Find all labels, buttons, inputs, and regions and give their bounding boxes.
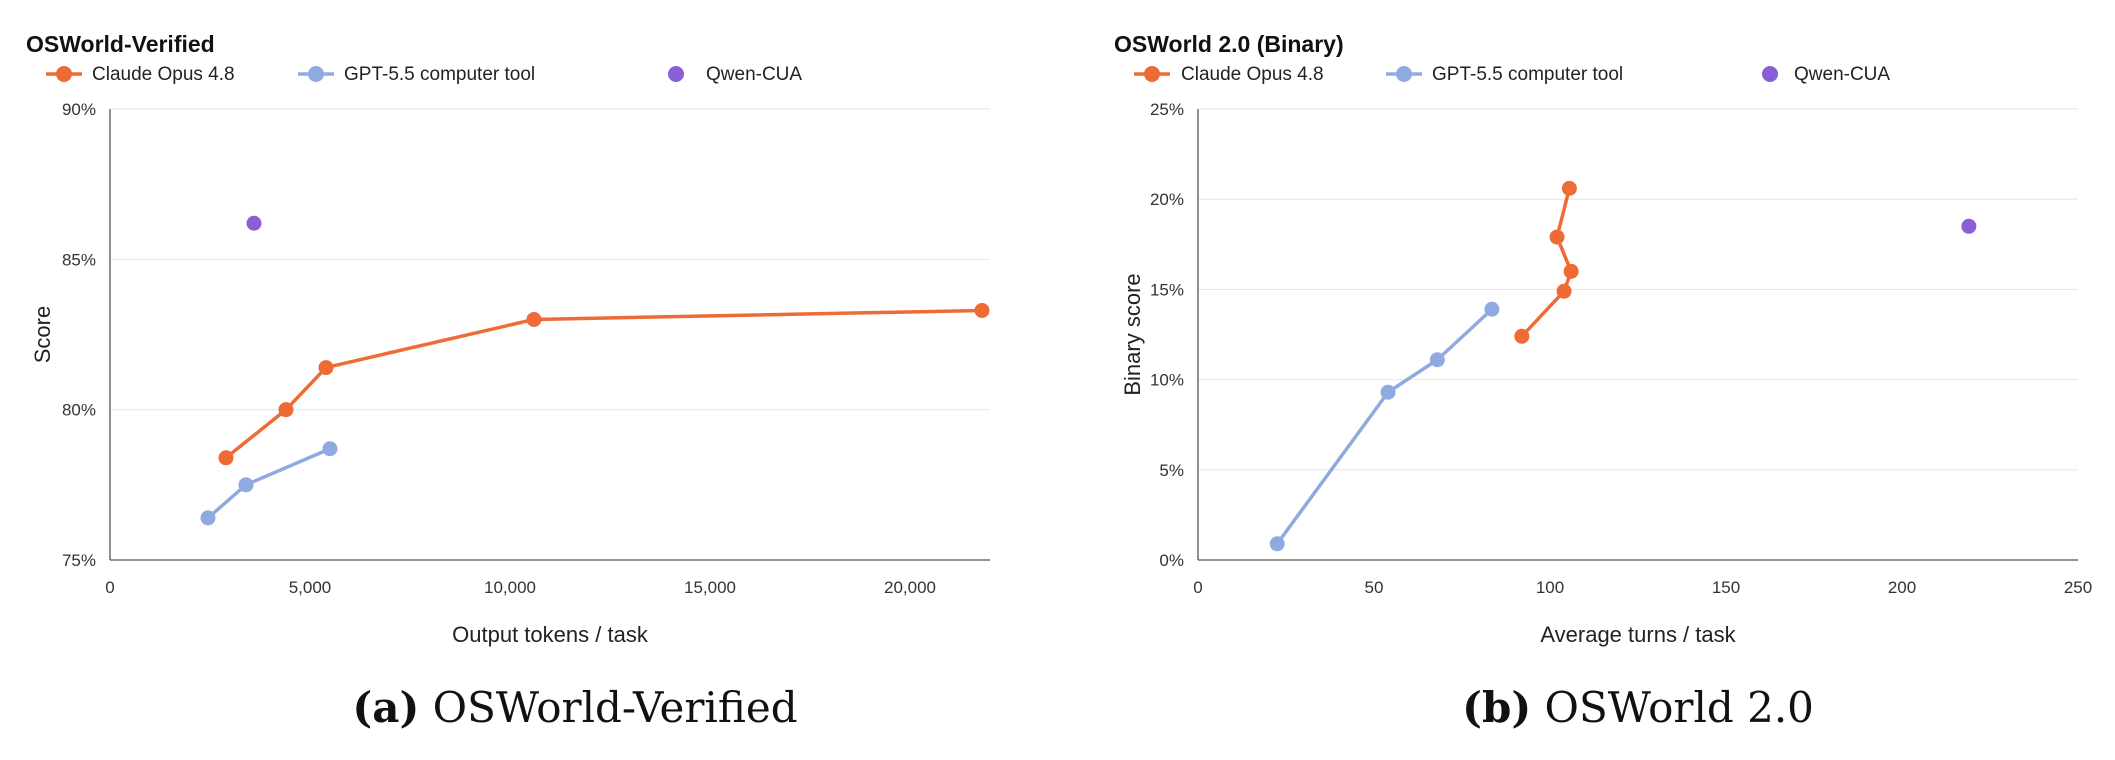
series-qwen — [246, 215, 262, 231]
data-point — [1380, 384, 1396, 400]
y-tick-label: 85% — [62, 250, 96, 269]
legend-label: Qwen-CUA — [1794, 64, 1890, 85]
data-point — [1429, 352, 1445, 368]
chart-osworld-2-binary: OSWorld 2.0 (Binary) Claude Opus 4.8 GPT-5… — [1114, 31, 2092, 732]
data-point — [218, 450, 234, 466]
legend-entry: Claude Opus 4.8 — [46, 64, 235, 85]
chart-title: OSWorld 2.0 (Binary) — [1114, 31, 1344, 57]
legend-entry: Qwen-CUA — [668, 64, 802, 85]
legend-label: Claude Opus 4.8 — [1181, 64, 1324, 85]
subfigure-caption: (b) OSWorld 2.0 — [1462, 683, 1814, 732]
data-point — [200, 510, 216, 526]
legend-marker — [308, 66, 324, 82]
data-point — [1549, 229, 1565, 245]
legend-entry: Qwen-CUA — [1762, 64, 1890, 85]
x-axis-label: Average turns / task — [1540, 622, 1736, 647]
data-point — [1556, 283, 1572, 299]
y-axis-label: Score — [30, 306, 55, 363]
series-line — [1275, 307, 1494, 545]
legend-marker — [668, 66, 684, 82]
caption-text: OSWorld 2.0 — [1531, 683, 1814, 732]
legend-label: Claude Opus 4.8 — [92, 64, 235, 85]
x-tick-label: 50 — [1365, 578, 1384, 597]
x-tick-label: 5,000 — [289, 578, 332, 597]
series-gpt — [1269, 301, 1500, 552]
caption-text: OSWorld-Verified — [419, 683, 797, 732]
chart-osworld-verified: OSWorld-Verified Claude Opus 4.8 GPT-5.5 c… — [26, 31, 990, 732]
y-tick-label: 25% — [1150, 100, 1184, 119]
data-point — [1563, 263, 1579, 279]
x-axis-label: Output tokens / task — [452, 622, 649, 647]
series-qwen — [1961, 218, 1977, 234]
series-claude — [218, 302, 990, 466]
series-line — [1520, 187, 1573, 338]
legend-marker — [1396, 66, 1412, 82]
x-tick-label: 15,000 — [684, 578, 736, 597]
legend-label: Qwen-CUA — [706, 64, 802, 85]
y-tick-label: 75% — [62, 551, 96, 570]
x-tick-label: 20,000 — [884, 578, 936, 597]
series-claude — [1514, 180, 1579, 344]
series-line — [224, 308, 983, 460]
legend-entry: Claude Opus 4.8 — [1134, 64, 1324, 85]
data-point — [238, 477, 254, 493]
data-point — [278, 402, 294, 418]
legend-entry: GPT-5.5 computer tool — [1386, 64, 1623, 85]
data-point — [1961, 218, 1977, 234]
y-tick-label: 80% — [62, 401, 96, 420]
x-tick-label: 100 — [1536, 578, 1564, 597]
data-point — [974, 302, 990, 318]
x-tick-label: 200 — [1888, 578, 1916, 597]
chart-title: OSWorld-Verified — [26, 31, 215, 57]
y-tick-label: 15% — [1150, 280, 1184, 299]
legend-marker — [1762, 66, 1778, 82]
y-tick-label: 5% — [1159, 461, 1184, 480]
x-tick-label: 0 — [1193, 578, 1202, 597]
data-point — [1514, 328, 1530, 344]
x-tick-label: 250 — [2064, 578, 2092, 597]
y-tick-label: 90% — [62, 100, 96, 119]
legend-label: GPT-5.5 computer tool — [344, 64, 535, 85]
data-point — [246, 215, 262, 231]
data-point — [1269, 536, 1285, 552]
x-tick-label: 10,000 — [484, 578, 536, 597]
data-point — [1561, 180, 1577, 196]
y-tick-label: 0% — [1159, 551, 1184, 570]
data-point — [1484, 301, 1500, 317]
legend-entry: GPT-5.5 computer tool — [298, 64, 535, 85]
series-gpt — [200, 441, 338, 526]
caption-letter: (b) — [1462, 683, 1531, 732]
y-tick-label: 20% — [1150, 190, 1184, 209]
y-axis-label: Binary score — [1120, 273, 1145, 395]
legend-label: GPT-5.5 computer tool — [1432, 64, 1623, 85]
y-tick-label: 10% — [1150, 371, 1184, 390]
subfigure-caption: (a) OSWorld-Verified — [352, 683, 797, 732]
x-tick-label: 150 — [1712, 578, 1740, 597]
caption-letter: (a) — [352, 683, 419, 732]
legend-marker — [1144, 66, 1160, 82]
x-tick-label: 0 — [105, 578, 114, 597]
data-point — [526, 311, 542, 327]
data-point — [318, 360, 334, 376]
data-point — [322, 441, 338, 457]
legend-marker — [56, 66, 72, 82]
